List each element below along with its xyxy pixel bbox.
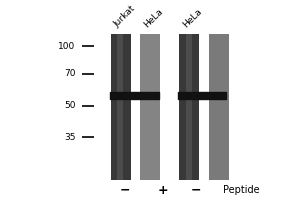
Text: 50: 50 — [64, 101, 76, 110]
Text: Jurkat: Jurkat — [112, 4, 137, 29]
Text: −: − — [191, 184, 201, 197]
Bar — [178, 92, 226, 99]
Text: 100: 100 — [58, 42, 76, 51]
Text: +: + — [158, 184, 169, 197]
Bar — [110, 92, 159, 99]
Text: 35: 35 — [64, 133, 76, 142]
Text: Peptide: Peptide — [223, 185, 260, 195]
Text: −: − — [119, 184, 130, 197]
Text: HeLa: HeLa — [181, 7, 203, 29]
Text: HeLa: HeLa — [142, 7, 165, 29]
Text: 70: 70 — [64, 69, 76, 78]
